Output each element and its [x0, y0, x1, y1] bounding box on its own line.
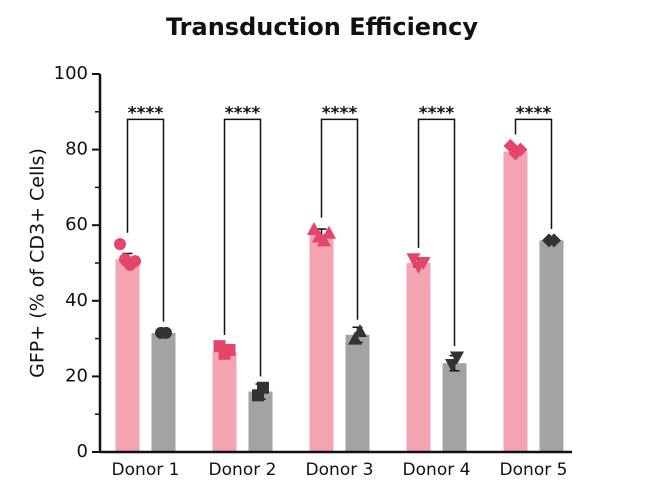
bar: [503, 151, 528, 453]
y-tick-label: 100: [54, 63, 88, 84]
data-point: [317, 233, 331, 247]
data-point: [416, 257, 431, 270]
y-tick-label: 60: [65, 214, 88, 235]
data-point: [348, 331, 362, 345]
significance-bracket: [223, 118, 262, 377]
data-point: [353, 324, 367, 338]
bar: [539, 240, 564, 452]
significance-label: ****: [322, 103, 358, 123]
x-tick-label: Donor 3: [306, 460, 374, 480]
significance-bracket: [417, 118, 456, 347]
data-point: [322, 225, 336, 239]
significance-bracket: [320, 118, 359, 320]
x-tick-label: Donor 1: [112, 460, 180, 480]
significance-bracket: [514, 118, 553, 229]
data-point: [450, 351, 464, 365]
data-point: [223, 343, 236, 356]
significance-label: ****: [128, 103, 164, 123]
data-point: [513, 142, 528, 157]
data-point: [257, 381, 269, 394]
bar: [115, 259, 140, 452]
y-tick-label: 0: [77, 441, 88, 462]
bar: [309, 234, 334, 452]
data-point: [114, 238, 126, 251]
bar: [212, 351, 237, 452]
data-point: [160, 326, 172, 339]
bar: [442, 363, 467, 452]
x-tick-label: Donor 5: [500, 460, 568, 480]
data-point: [547, 233, 561, 248]
data-point: [445, 359, 459, 373]
bar: [151, 332, 176, 452]
data-point: [307, 221, 321, 235]
significance-label: ****: [516, 103, 552, 123]
x-tick-label: Donor 2: [209, 460, 277, 480]
y-tick-label: 80: [65, 139, 88, 160]
chart-title: Transduction Efficiency: [166, 13, 478, 41]
significance-label: ****: [225, 103, 261, 123]
y-axis-label: GFP+ (% of CD3+ Cells): [27, 148, 49, 378]
y-tick-label: 40: [65, 290, 88, 311]
x-tick-label: Donor 4: [403, 460, 471, 480]
data-point: [129, 255, 141, 268]
significance-bracket: [126, 118, 165, 322]
bar: [406, 263, 431, 452]
significance-label: ****: [419, 103, 455, 123]
bar: [345, 334, 370, 452]
y-tick-label: 20: [65, 365, 88, 386]
data-point: [406, 253, 421, 267]
bar: [248, 391, 273, 452]
